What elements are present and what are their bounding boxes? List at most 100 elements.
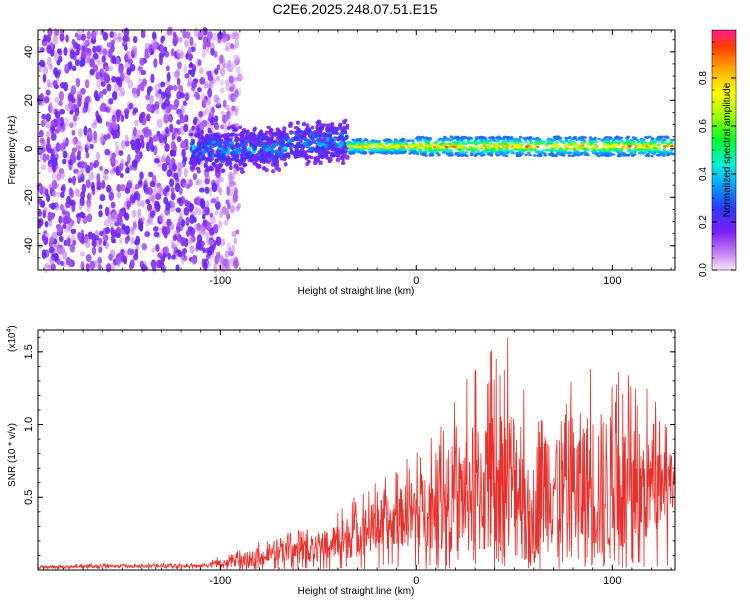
colorbar-tick-label: 0.2 xyxy=(698,215,709,229)
spectrogram-cell xyxy=(294,136,299,142)
snr-series-line xyxy=(38,337,676,571)
spectrogram-cell xyxy=(93,90,99,100)
spectrogram-cell xyxy=(161,102,167,110)
spectrogram-cell xyxy=(63,46,68,56)
spectrogram-cell xyxy=(233,76,239,83)
spectrogram-cell xyxy=(120,114,125,123)
spectrogram-cell xyxy=(370,143,374,146)
spectrogram-cell xyxy=(132,126,137,137)
spectrogram-cell xyxy=(486,149,490,152)
spectrogram-cell xyxy=(139,222,144,232)
spectrogram-cell xyxy=(528,145,533,148)
spectrogram-cell xyxy=(148,215,154,225)
spectrogram-cell xyxy=(97,256,103,265)
spectrogram-cell xyxy=(124,225,130,235)
spectrogram-cell xyxy=(177,167,182,178)
spectrogram-cell xyxy=(445,153,450,156)
spectrogram-cell xyxy=(383,150,387,153)
spectrogram-cell xyxy=(68,258,73,268)
spectrogram-cell xyxy=(633,146,637,150)
spectrogram-cell xyxy=(165,30,171,36)
spectrogram-cell xyxy=(448,153,453,157)
spectrogram-cell xyxy=(198,121,205,132)
spectrogram-cell xyxy=(273,133,277,137)
spectrogram-cell xyxy=(167,115,173,122)
spectrogram-cell xyxy=(50,263,56,271)
spectrogram-cell xyxy=(538,150,542,153)
spectrogram-cell xyxy=(220,110,225,116)
spectrogram-cell xyxy=(356,145,361,149)
spectrogram-cell xyxy=(145,141,151,152)
spectrogram-cell xyxy=(95,152,101,161)
spectrogram-cell xyxy=(351,138,356,142)
spectrogram-cell xyxy=(332,130,336,135)
spectrogram-cell xyxy=(126,200,132,208)
spectrogram-cell xyxy=(504,154,509,157)
spectrogram-cell xyxy=(506,151,510,154)
spectrogram-cell xyxy=(78,128,83,138)
spectrogram-cell xyxy=(308,146,314,152)
spectrogram-cell xyxy=(358,143,362,146)
spectrogram-cell xyxy=(96,173,101,184)
spectrogram-cell xyxy=(45,143,52,153)
spectrogram-cell xyxy=(179,161,185,169)
spectrogram-cell xyxy=(201,49,206,58)
spectrogram-cell xyxy=(151,261,156,272)
spectrogram-cell xyxy=(81,45,86,53)
spectrogram-cell xyxy=(434,149,438,153)
spectrogram-cell xyxy=(62,138,68,147)
spectrogram-cell xyxy=(231,150,236,155)
spectrogram-cell xyxy=(474,143,478,146)
spectrogram-cell xyxy=(122,255,127,262)
spectrogram-cell xyxy=(101,55,106,63)
spectrogram-cell xyxy=(524,140,528,144)
spectrogram-cell xyxy=(182,156,188,163)
spectrogram-cell xyxy=(529,149,533,152)
spectrogram-cell xyxy=(207,87,213,98)
spectrogram-cell xyxy=(224,259,230,270)
spectrogram-cell xyxy=(231,244,236,253)
spectrogram-cell xyxy=(458,143,463,147)
spectrogram-cell xyxy=(141,29,146,36)
spectrogram-cell xyxy=(54,96,59,104)
spectrogram-cell xyxy=(53,157,58,166)
spectrogram-cell xyxy=(226,202,231,210)
spectrogram-cell xyxy=(198,28,204,38)
spectrogram-cell xyxy=(413,146,418,150)
spectrogram-cell xyxy=(203,262,208,271)
spectrogram-cell xyxy=(110,201,116,209)
spectrogram-cell xyxy=(449,149,453,152)
spectrogram-cell xyxy=(176,48,181,58)
spectrogram-cell xyxy=(194,90,199,98)
spectrogram-cell xyxy=(310,125,315,130)
spectrogram-cell xyxy=(495,137,500,140)
spectrogram-cell xyxy=(176,197,183,204)
spectrogram-cell xyxy=(203,99,210,106)
spectrogram-cell xyxy=(79,251,85,257)
spectrogram-cell xyxy=(218,144,223,148)
colorbar-tick-label: 0.6 xyxy=(698,119,709,133)
spectrogram-cell xyxy=(196,127,201,132)
spectrogram-cell xyxy=(139,216,146,222)
spectrogram-cell xyxy=(641,148,645,151)
spectrogram-cell xyxy=(288,130,294,134)
spectrogram-cell xyxy=(536,154,541,157)
spectrogram-cell xyxy=(516,141,521,144)
y-tick-label: 0 xyxy=(23,146,35,152)
spectrogram-cell xyxy=(155,108,160,115)
spectrogram-cell xyxy=(55,165,60,171)
spectrogram-cell xyxy=(41,113,47,120)
spectrogram-cell xyxy=(233,153,237,159)
spectrogram-cell xyxy=(455,135,460,139)
spectrogram-cell xyxy=(75,78,80,86)
spectrogram-cell xyxy=(594,140,598,144)
spectrogram-cell xyxy=(338,122,343,127)
spectrogram-cell xyxy=(46,56,52,67)
spectrogram-cell xyxy=(103,73,110,83)
spectrogram-cell xyxy=(283,136,288,141)
spectrogram-cell xyxy=(276,158,280,164)
spectrogram-cell xyxy=(206,31,213,41)
spectrogram-cell xyxy=(84,39,91,45)
spectrogram-cell xyxy=(46,136,51,146)
spectrogram-cell xyxy=(111,90,118,101)
